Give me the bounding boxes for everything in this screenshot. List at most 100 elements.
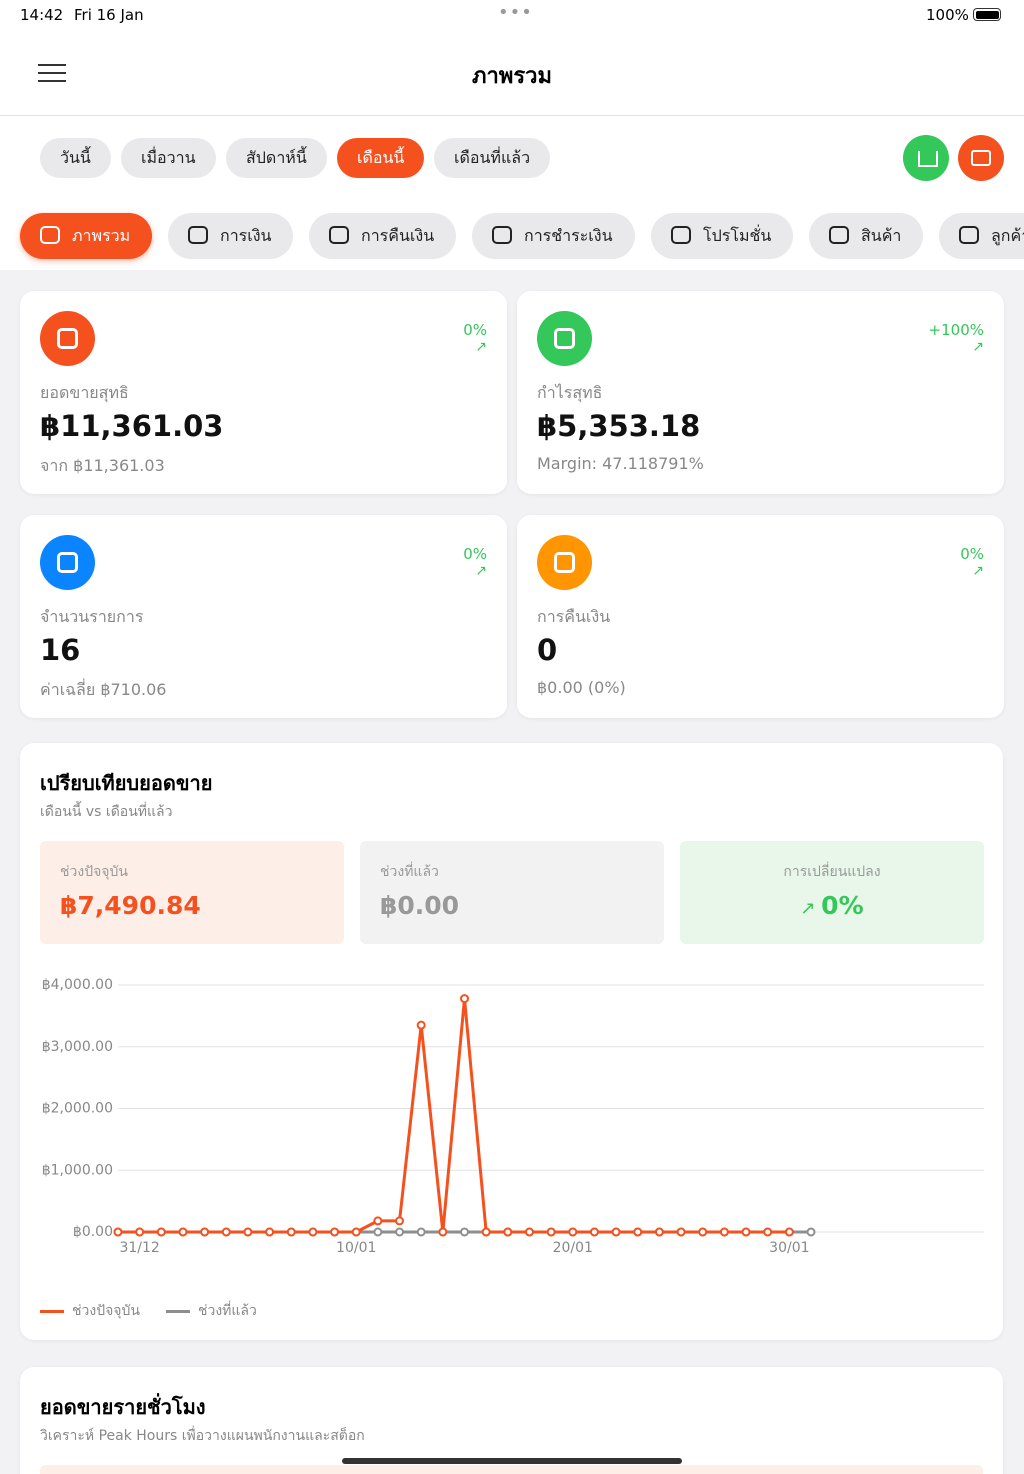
data-point — [611, 1227, 621, 1237]
data-point — [546, 1227, 556, 1237]
category-tab[interactable]: ลูกค้า — [939, 213, 1024, 259]
section-title: ยอดขายรายชั่วโมง — [40, 1395, 206, 1419]
change-value: 0% — [960, 545, 984, 563]
category-tab[interactable]: การเงิน — [168, 213, 294, 259]
y-tick-label: ฿3,000.00 — [42, 1039, 113, 1055]
status-time: 14:42 — [20, 6, 64, 24]
data-point — [265, 1227, 275, 1237]
x-tick-label: 10/01 — [336, 1240, 376, 1256]
data-point — [741, 1227, 751, 1237]
stat-icon — [40, 535, 95, 590]
print-button[interactable] — [958, 135, 1004, 181]
status-date: Fri 16 Jan — [74, 6, 144, 24]
period-tab[interactable]: สัปดาห์นี้ — [226, 138, 327, 178]
data-point — [568, 1227, 578, 1237]
x-tick-label: 20/01 — [553, 1240, 593, 1256]
change-arrow: ↗ — [972, 339, 984, 355]
current-box: ช่วงปัจจุบัน฿7,490.84 — [40, 841, 344, 944]
data-point — [416, 1227, 426, 1237]
period-tab[interactable]: เมื่อวาน — [121, 138, 216, 178]
data-point — [156, 1227, 166, 1237]
tab-icon — [829, 226, 849, 244]
tab-icon — [329, 226, 349, 244]
data-point — [784, 1227, 794, 1237]
chart: ฿0.00 ฿1,000.00 ฿2,000.00 ฿3,000.00 ฿4,000.0… — [42, 977, 984, 1256]
section-title: เปรียบเทียบยอดขาย — [40, 771, 213, 795]
tab-icon — [492, 226, 512, 244]
data-point — [676, 1227, 686, 1237]
legend-item: ช่วงที่แล้ว — [165, 1300, 257, 1322]
stat-card: ยอดขายสุทธิ ฿11,361.03 จาก ฿11,361.03 0% ↗ — [20, 291, 507, 494]
stat-label: ยอดขายสุทธิ — [40, 383, 129, 402]
change-arrow: ↗ — [475, 339, 487, 355]
box-value: ฿0.00 — [380, 891, 460, 920]
multitask-dots[interactable]: ••• — [498, 2, 533, 23]
stat-card: การคืนเงิน 0 ฿0.00 (0%) 0% ↗ — [517, 515, 1004, 718]
comparison-card: เปรียบเทียบยอดขาย เดือนนี้ vs เดือนที่แล… — [20, 743, 1003, 1340]
stat-change: 0% ↗ — [960, 545, 984, 579]
data-point — [351, 1227, 361, 1237]
category-tab[interactable]: โปรโมชั่น — [651, 213, 794, 259]
box-label: ช่วงปัจจุบัน — [60, 864, 128, 880]
box-value: ฿7,490.84 — [60, 891, 201, 920]
share-button[interactable] — [903, 135, 949, 181]
stat-sub: Margin: 47.118791% — [537, 454, 704, 473]
box-label: การเปลี่ยนแปลง — [783, 864, 881, 880]
period-tab[interactable]: เดือนนี้ — [337, 138, 425, 178]
data-point — [373, 1216, 383, 1226]
tab-label: การเงิน — [220, 226, 272, 245]
legend-item: ช่วงปัจจุบัน — [40, 1300, 140, 1322]
data-point — [395, 1216, 405, 1226]
stat-label: กำไรสุทธิ — [537, 383, 603, 402]
tab-icon — [188, 226, 208, 244]
legend: ช่วงปัจจุบัน ช่วงที่แล้ว — [40, 1300, 283, 1322]
legend-label: ช่วงปัจจุบัน — [72, 1303, 140, 1319]
stat-label: จำนวนรายการ — [40, 607, 144, 626]
section-subtitle: เดือนนี้ vs เดือนที่แล้ว — [40, 804, 173, 820]
data-point — [698, 1227, 708, 1237]
divider — [0, 115, 1024, 116]
data-point — [719, 1227, 729, 1237]
stat-label: การคืนเงิน — [537, 607, 611, 626]
data-point — [806, 1227, 816, 1237]
tab-icon — [40, 226, 60, 244]
stat-icon — [537, 535, 592, 590]
home-indicator[interactable] — [342, 1458, 682, 1464]
data-point — [243, 1227, 253, 1237]
data-point — [286, 1227, 296, 1237]
stat-sub: ฿0.00 (0%) — [537, 678, 626, 697]
section-subtitle: วิเคราะห์ Peak Hours เพื่อวางแผนพนักงานแ… — [40, 1428, 365, 1444]
series-line — [118, 997, 790, 1234]
period-tab[interactable]: วันนี้ — [40, 138, 111, 178]
tab-label: โปรโมชั่น — [703, 226, 772, 245]
stat-card: กำไรสุทธิ ฿5,353.18 Margin: 47.118791% +100… — [517, 291, 1004, 494]
y-tick-label: ฿2,000.00 — [42, 1101, 113, 1117]
legend-label: ช่วงที่แล้ว — [197, 1303, 257, 1319]
stat-change: +100% ↗ — [929, 321, 984, 355]
category-tab[interactable]: สินค้า — [809, 213, 924, 259]
category-tab[interactable]: การคืนเงิน — [309, 213, 457, 259]
stat-change: 0% ↗ — [463, 321, 487, 355]
data-point — [503, 1227, 513, 1237]
hourly-card: ยอดขายรายชั่วโมง วิเคราะห์ Peak Hours เพ… — [20, 1367, 1003, 1474]
period-tab[interactable]: เดือนที่แล้ว — [434, 138, 551, 178]
data-point — [373, 1227, 383, 1237]
data-point — [113, 1227, 123, 1237]
data-point — [221, 1227, 231, 1237]
data-point — [308, 1227, 318, 1237]
data-point — [654, 1227, 664, 1237]
battery-level: 100% — [926, 6, 969, 24]
page-title: ภาพรวม — [471, 64, 553, 89]
stat-icon — [537, 311, 592, 366]
legend-swatch — [40, 1309, 64, 1313]
hourly-box — [40, 1465, 983, 1474]
tab-label: ภาพรวม — [72, 226, 131, 245]
category-tab[interactable]: ภาพรวม — [20, 213, 153, 259]
data-point — [460, 1227, 469, 1237]
tab-label: ลูกค้า — [991, 226, 1024, 245]
category-tab[interactable]: การชำระเงิน — [472, 213, 635, 259]
change-arrow: ↗ — [972, 563, 984, 579]
data-point — [200, 1227, 210, 1237]
menu-button[interactable] — [38, 64, 66, 82]
